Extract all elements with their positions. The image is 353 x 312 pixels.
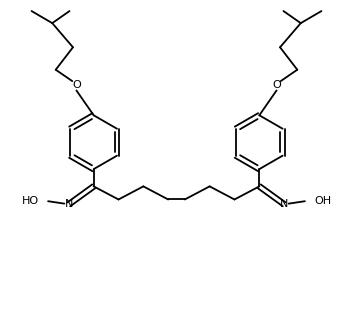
Text: O: O (272, 80, 281, 90)
Text: O: O (72, 80, 81, 90)
Text: N: N (65, 199, 73, 209)
Text: N: N (280, 199, 288, 209)
Text: HO: HO (22, 196, 39, 206)
Text: OH: OH (314, 196, 331, 206)
